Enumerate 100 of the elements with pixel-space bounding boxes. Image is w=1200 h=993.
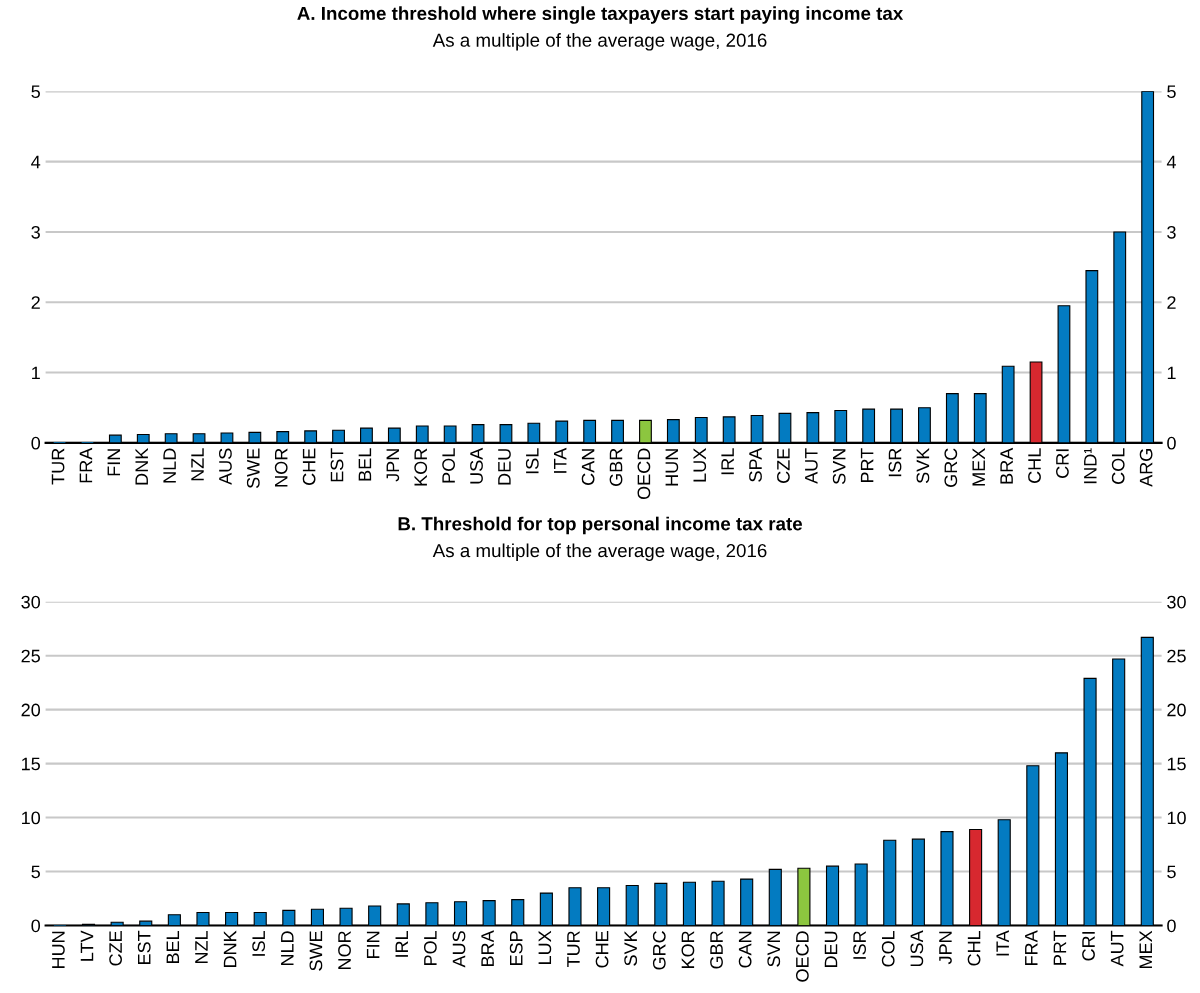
y2-tick-label: 5 bbox=[1167, 85, 1176, 99]
x-tick-label: AUT bbox=[1110, 930, 1124, 967]
x-tick-label: ESP bbox=[509, 931, 523, 965]
y-tick-label: 2 bbox=[31, 296, 40, 309]
x-tick-label: CAN bbox=[581, 449, 595, 485]
x-tick-label: CRI bbox=[1082, 932, 1095, 961]
x-tick-label: USA bbox=[910, 930, 924, 967]
x-tick-label: SVN bbox=[767, 931, 781, 967]
x-tick-label: NLD bbox=[163, 448, 176, 483]
x-tick-label: BEL bbox=[166, 930, 180, 963]
chart-title: B. Threshold for top personal income tax rate bbox=[398, 516, 803, 535]
x-tick-label: NZL bbox=[195, 930, 208, 963]
x-tick-label: GBR bbox=[710, 931, 723, 969]
x-tick-label: BRA bbox=[481, 930, 494, 966]
x-tick-label: CHE bbox=[302, 448, 316, 485]
y2-tick-label: 2 bbox=[1167, 296, 1176, 309]
x-tick-label: GRC bbox=[652, 931, 666, 970]
x-tick-label: FIN bbox=[366, 931, 380, 958]
x-tick-label: IRL bbox=[395, 930, 408, 957]
y2-tick-label: 3 bbox=[1167, 225, 1176, 239]
x-tick-label: FRA bbox=[79, 447, 93, 483]
y2-tick-label: 0 bbox=[1167, 436, 1176, 450]
x-tick-label: CHE bbox=[595, 931, 609, 968]
x-tick-label: IND¹ bbox=[1084, 448, 1097, 484]
chart-title: A. Income threshold where single taxpayers start paying income tax bbox=[297, 6, 904, 24]
y-tick-label: 25 bbox=[21, 649, 40, 663]
y2-tick-label: 5 bbox=[1167, 865, 1176, 879]
x-tick-label: ISL bbox=[252, 930, 266, 956]
x-tick-label: ITA bbox=[996, 930, 1009, 956]
x-tick-label: CHL bbox=[1028, 448, 1041, 483]
x-tick-label: LTV bbox=[80, 930, 94, 961]
x-tick-label: EST bbox=[330, 448, 344, 482]
x-tick-label: COL bbox=[1111, 448, 1125, 484]
x-tick-label: CRI bbox=[1056, 449, 1069, 478]
x-tick-label: BEL bbox=[358, 448, 372, 481]
y-tick-label: 5 bbox=[31, 85, 40, 99]
x-tick-label: SWE bbox=[246, 448, 260, 489]
x-tick-label: NOR bbox=[274, 448, 288, 487]
y2-tick-label: 15 bbox=[1167, 757, 1186, 771]
x-tick-label: JPN bbox=[939, 931, 952, 965]
x-tick-label: AUT bbox=[805, 448, 818, 484]
y-tick-label: 3 bbox=[31, 225, 40, 239]
x-tick-label: HUN bbox=[52, 931, 65, 968]
x-tick-label: ITA bbox=[554, 447, 567, 473]
x-tick-label: PRT bbox=[1053, 930, 1067, 965]
x-tick-label: CAN bbox=[738, 931, 752, 968]
x-tick-label: TUR bbox=[51, 448, 65, 485]
y-tick-label: 20 bbox=[21, 703, 41, 717]
x-tick-label: DEU bbox=[498, 449, 511, 485]
x-tick-label: TUR bbox=[567, 931, 580, 968]
y2-tick-label: 10 bbox=[1167, 811, 1186, 825]
x-tick-label: NLD bbox=[281, 931, 294, 965]
x-tick-label: AUS bbox=[219, 448, 232, 485]
y2-tick-label: 4 bbox=[1166, 155, 1176, 169]
y-tick-label: 30 bbox=[21, 595, 41, 609]
chart-subtitle: As a multiple of the average wage, 2016 bbox=[432, 33, 767, 51]
x-tick-label: ISL bbox=[525, 448, 539, 474]
y-tick-label: 0 bbox=[31, 919, 41, 933]
x-tick-label: ISR bbox=[853, 931, 866, 959]
x-tick-label: AUS bbox=[452, 931, 466, 968]
y2-tick-label: 20 bbox=[1167, 703, 1186, 717]
x-tick-label: OECD bbox=[795, 931, 809, 982]
y-tick-label: 1 bbox=[32, 366, 40, 380]
y-tick-label: 0 bbox=[31, 436, 41, 450]
y2-tick-label: 30 bbox=[1167, 595, 1186, 609]
x-tick-label: CZE bbox=[109, 931, 122, 966]
x-tick-label: POL bbox=[442, 448, 455, 483]
chart-subtitle: As a multiple of the average wage, 2016 bbox=[432, 543, 767, 561]
x-tick-label: DEU bbox=[824, 931, 838, 967]
x-tick-label: SPA bbox=[749, 447, 762, 482]
x-tick-label: IRL bbox=[721, 448, 734, 475]
x-tick-label: ISR bbox=[888, 448, 902, 477]
x-tick-label: BRA bbox=[1000, 447, 1013, 484]
x-tick-label: GBR bbox=[609, 448, 623, 486]
x-tick-label: PRT bbox=[860, 448, 874, 483]
x-tick-label: CHL bbox=[967, 930, 981, 966]
x-tick-label: OECD bbox=[637, 448, 651, 500]
x-tick-label: MEX bbox=[1139, 930, 1152, 968]
x-tick-label: HUN bbox=[665, 449, 679, 486]
x-tick-label: NOR bbox=[338, 931, 351, 969]
y-tick-label: 5 bbox=[31, 865, 40, 879]
x-tick-label: DNK bbox=[135, 447, 148, 485]
x-tick-label: EST bbox=[137, 930, 151, 964]
x-tick-label: KOR bbox=[414, 448, 428, 486]
y-tick-label: 15 bbox=[22, 757, 40, 771]
x-tick-label: GRC bbox=[944, 448, 958, 487]
x-tick-label: SVK bbox=[916, 447, 930, 484]
x-tick-label: SVK bbox=[624, 930, 638, 966]
x-tick-label: DNK bbox=[223, 930, 237, 967]
x-tick-label: CZE bbox=[777, 448, 790, 483]
y-tick-label: 4 bbox=[31, 155, 41, 169]
x-tick-label: POL bbox=[423, 930, 437, 965]
x-tick-label: JPN bbox=[386, 449, 400, 482]
x-tick-label: FRA bbox=[1025, 930, 1038, 965]
y2-tick-label: 0 bbox=[1167, 919, 1176, 933]
x-tick-label: SWE bbox=[309, 931, 323, 971]
x-tick-label: MEX bbox=[972, 448, 985, 486]
x-tick-label: LUX bbox=[693, 448, 707, 482]
y2-tick-label: 25 bbox=[1167, 649, 1186, 663]
x-tick-label: ARG bbox=[1139, 449, 1153, 487]
